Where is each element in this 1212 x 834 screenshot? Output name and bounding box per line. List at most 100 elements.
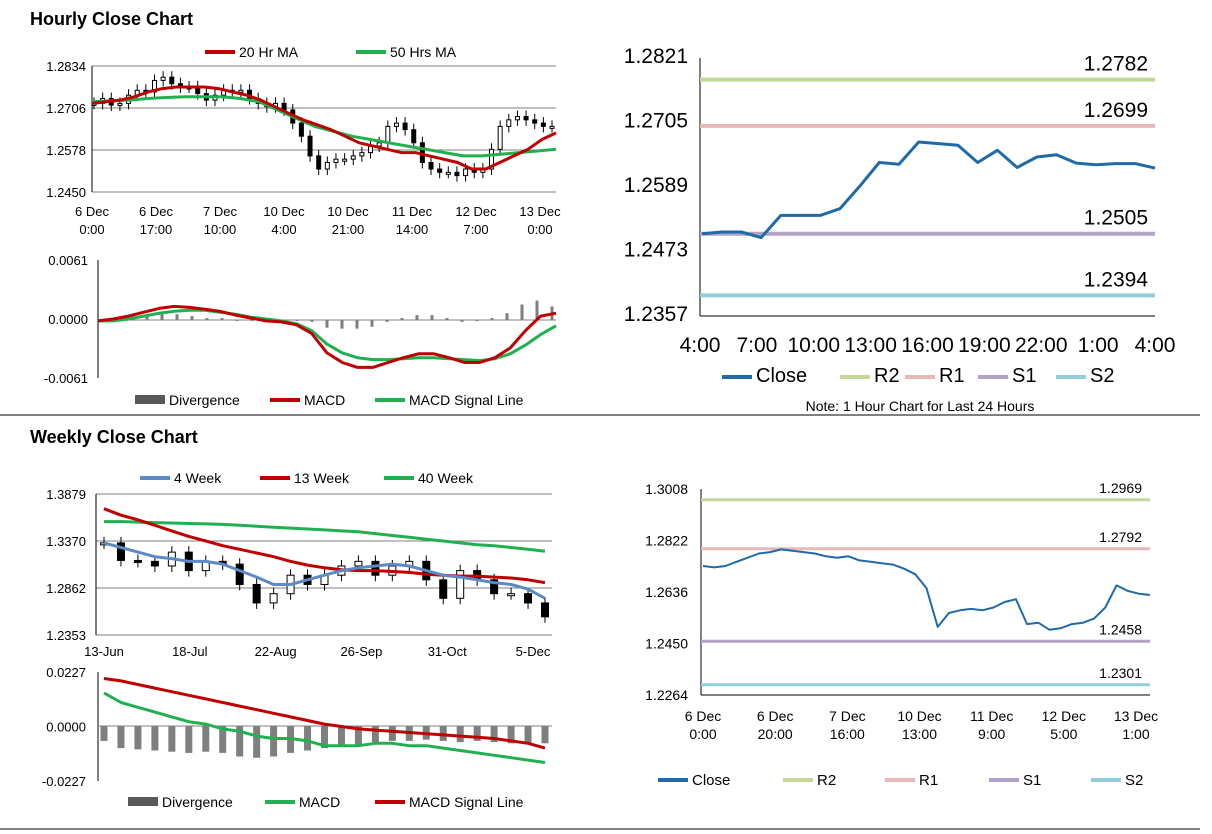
weekly-macd-divergence-bar bbox=[371, 726, 379, 743]
weekly-price-xtick: 18-Jul bbox=[172, 644, 208, 659]
weekly-macd-divergence-bar bbox=[337, 726, 345, 747]
hourly-price-xtick: 10 Dec bbox=[263, 204, 305, 219]
hourly-price-candle bbox=[497, 125, 503, 150]
hourly-price-candle bbox=[307, 135, 313, 157]
hourly-macd-ytick: 0.0061 bbox=[48, 253, 88, 268]
hourly-macd-divergence-bar bbox=[460, 320, 464, 322]
hourly-week-xtick: 16:00 bbox=[830, 726, 865, 742]
hourly-price-xtick: 6 Dec bbox=[75, 204, 109, 219]
hourly-macd-divergence-bar bbox=[400, 318, 404, 320]
hourly-week-ytick: 1.2636 bbox=[645, 584, 688, 600]
hourly-week-s2-label: 1.2301 bbox=[1099, 665, 1142, 681]
hourly-macd-divergence-bar bbox=[325, 320, 329, 328]
weekly-macd-divergence-bar bbox=[388, 726, 396, 741]
hourly-macd-ytick: 0.0000 bbox=[48, 312, 88, 327]
hourly-macd-signal-line bbox=[98, 308, 557, 363]
hourly-macd-divergence-bar bbox=[430, 315, 434, 320]
hourly-macd-divergence-bar bbox=[355, 320, 359, 329]
hourly-price-candle bbox=[238, 89, 244, 93]
legend-week-r2-label: R2 bbox=[817, 772, 836, 789]
hourly-section-title: Hourly Close Chart bbox=[30, 9, 194, 29]
hourly-macd-divergence-bar bbox=[415, 315, 419, 320]
hourly-week-xtick: 6 Dec bbox=[685, 708, 722, 724]
hourly-week-ytick: 1.2264 bbox=[645, 687, 688, 703]
hourly-price-xtick: 17:00 bbox=[140, 222, 173, 237]
weekly-macd-divergence-bar bbox=[134, 726, 142, 750]
hourly-price-xtick: 13 Dec bbox=[519, 204, 561, 219]
hourly-macd-divergence-bar bbox=[190, 316, 194, 320]
hourly-price-xtick: 21:00 bbox=[332, 222, 365, 237]
hourly-price-ytick: 1.2834 bbox=[46, 59, 86, 74]
hourly-week-close-line bbox=[702, 548, 1151, 631]
hourly-price-candle bbox=[160, 76, 166, 81]
weekly-macd-divergence-bar bbox=[270, 726, 278, 757]
legend-week-s1-label: S1 bbox=[1023, 772, 1041, 789]
weekly-section-title: Weekly Close Chart bbox=[30, 427, 198, 447]
weekly-price-candle bbox=[116, 542, 125, 561]
hourly-24h-s1-label: 1.2505 bbox=[1084, 207, 1148, 230]
hourly-week-xtick: 13 Dec bbox=[1114, 708, 1158, 724]
hourly-price-xtick: 10:00 bbox=[204, 222, 237, 237]
hourly-ma20-line bbox=[91, 85, 557, 171]
hourly-week-ytick: 1.2450 bbox=[645, 636, 688, 652]
hourly-24h-xtick: 19:00 bbox=[958, 334, 1011, 357]
hourly-24h-close-line bbox=[701, 140, 1156, 240]
hourly-macd-divergence-bar bbox=[220, 318, 224, 320]
hourly-price-ytick: 1.2450 bbox=[46, 185, 86, 200]
hourly-macd-divergence-bar bbox=[385, 320, 389, 322]
hourly-24h-ytick: 1.2589 bbox=[624, 174, 688, 197]
hourly-price-candle bbox=[333, 158, 339, 163]
hourly-24h-r2-label: 1.2782 bbox=[1084, 53, 1148, 76]
weekly-price-candle bbox=[252, 583, 261, 604]
hourly-price-candle bbox=[454, 171, 460, 177]
hourly-macd-divergence-bar bbox=[475, 320, 479, 321]
hourly-week-xtick: 10 Dec bbox=[897, 708, 941, 724]
legend-40-week-label: 40 Week bbox=[418, 470, 474, 486]
legend-week-r1-label: R1 bbox=[919, 772, 938, 789]
weekly-price-ytick: 1.3370 bbox=[46, 534, 86, 549]
hourly-macd-divergence-bar bbox=[505, 313, 509, 320]
legend-weekly-divergence-label: Divergence bbox=[162, 794, 233, 810]
weekly-price-xtick: 26-Sep bbox=[340, 644, 382, 659]
hourly-price-candle bbox=[350, 155, 356, 160]
hourly-price-candle bbox=[342, 158, 348, 162]
hourly-price-ytick: 1.2706 bbox=[46, 101, 86, 116]
hourly-week-xtick: 12 Dec bbox=[1042, 708, 1086, 724]
weekly-macd-divergence-bar bbox=[202, 726, 210, 752]
hourly-price-xtick: 7:00 bbox=[463, 222, 488, 237]
legend-24h-s2-label: S2 bbox=[1090, 365, 1114, 387]
hourly-week-xtick: 5:00 bbox=[1050, 726, 1077, 742]
legend-macd-label: MACD bbox=[304, 392, 345, 408]
hourly-24h-s2-label: 1.2394 bbox=[1084, 268, 1149, 291]
weekly-price-candle bbox=[150, 560, 159, 567]
hourly-price-candle bbox=[169, 76, 175, 85]
hourly-24h-xtick: 4:00 bbox=[1135, 334, 1176, 357]
hourly-24h-ytick: 1.2357 bbox=[624, 303, 688, 326]
legend-weekly-macd-signal-label: MACD Signal Line bbox=[409, 794, 524, 810]
weekly-macd-divergence-bar bbox=[117, 726, 125, 749]
hourly-macd-divergence-bar bbox=[160, 314, 164, 320]
hourly-price-candle bbox=[411, 129, 417, 144]
weekly-macd-divergence-bar bbox=[185, 726, 193, 753]
weekly-macd-divergence-bar bbox=[236, 726, 244, 757]
hourly-week-xtick: 13:00 bbox=[902, 726, 937, 742]
hourly-price-candle bbox=[437, 168, 443, 173]
hourly-24h-ytick: 1.2821 bbox=[624, 45, 688, 68]
hourly-macd-divergence-bar bbox=[310, 320, 314, 322]
hourly-week-xtick: 7 Dec bbox=[829, 708, 866, 724]
hourly-price-candle bbox=[523, 116, 529, 121]
hourly-price-ytick: 1.2578 bbox=[46, 143, 86, 158]
hourly-24h-note: Note: 1 Hour Chart for Last 24 Hours bbox=[805, 398, 1035, 414]
weekly-macd-ytick: -0.0227 bbox=[42, 774, 86, 789]
legend-24h-r2-label: R2 bbox=[874, 365, 900, 387]
weekly-price-candle bbox=[524, 593, 533, 604]
weekly-macd-ytick: 0.0227 bbox=[46, 665, 86, 680]
hourly-week-r2-label: 1.2969 bbox=[1099, 480, 1142, 496]
hourly-ma50-line bbox=[91, 95, 557, 158]
hourly-macd-divergence-bar bbox=[235, 319, 239, 321]
hourly-price-candle bbox=[506, 119, 512, 127]
weekly-macd-signal-line bbox=[103, 677, 546, 750]
hourly-price-xtick: 0:00 bbox=[79, 222, 104, 237]
weekly-price-candle bbox=[541, 602, 549, 618]
hourly-week-ytick: 1.2822 bbox=[645, 533, 688, 549]
